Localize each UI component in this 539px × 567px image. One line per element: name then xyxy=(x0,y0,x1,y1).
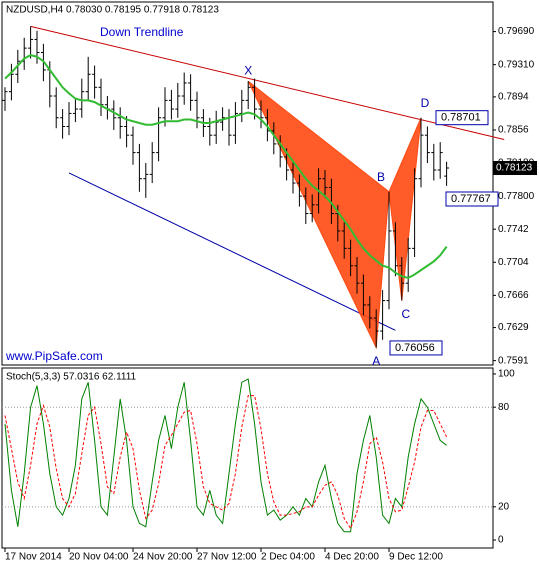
moving-average xyxy=(4,54,448,280)
y-tick-label: 0.7856 xyxy=(498,125,529,136)
price-box xyxy=(445,191,499,207)
trend-annotation: Down Trendline xyxy=(100,25,184,39)
pattern-label: B xyxy=(377,170,385,184)
y-tick-label: 0.79690 xyxy=(498,26,535,37)
x-tick-label: 9 Dec 12:00 xyxy=(389,552,443,563)
x-tick-label: 20 Nov 04:00 xyxy=(69,552,129,563)
pattern-label: A xyxy=(372,354,380,368)
current-price-label: 0.78123 xyxy=(496,163,533,174)
symbol-header: NZDUSD,H4 0.78030 0.78195 0.77918 0.7812… xyxy=(6,5,219,16)
y-tick-label: 0.7591 xyxy=(498,355,529,366)
stoch-tick-label: 100 xyxy=(498,369,515,380)
pattern-label: C xyxy=(401,307,410,321)
y-tick-label: 0.7704 xyxy=(498,257,529,268)
main-panel xyxy=(1,1,494,366)
stoch-line xyxy=(4,395,448,530)
x-tick-label: 4 Dec 20:00 xyxy=(325,552,379,563)
y-tick-label: 0.7629 xyxy=(498,322,529,333)
price-box-label: 0.78701 xyxy=(441,112,481,124)
price-box-label: 0.76056 xyxy=(395,342,435,354)
pattern-label: D xyxy=(421,96,430,110)
stoch-tick-label: 80 xyxy=(498,402,510,413)
trendline xyxy=(30,25,505,141)
y-tick-label: 0.79310 xyxy=(498,59,535,70)
stoch-panel xyxy=(1,367,494,549)
stoch-title: Stoch(5,3,3) 57.0316 62.1111 xyxy=(6,372,137,383)
price-box-label: 0.77767 xyxy=(451,193,491,205)
watermark: www.PipSafe.com xyxy=(5,349,103,363)
trendline xyxy=(68,172,396,331)
price-box xyxy=(435,110,489,126)
stoch-line xyxy=(4,378,447,533)
current-price-tag xyxy=(493,161,537,176)
stoch-tick-label: 0 xyxy=(498,535,504,546)
price-box xyxy=(389,340,443,356)
stoch-tick-label: 20 xyxy=(498,501,510,512)
y-tick-label: 0.7666 xyxy=(498,290,529,301)
x-tick-label: 2 Dec 04:00 xyxy=(261,552,315,563)
x-tick-label: 27 Nov 12:00 xyxy=(197,552,257,563)
y-tick-label: 0.77800 xyxy=(498,191,535,202)
y-tick-label: 0.7894 xyxy=(498,92,529,103)
x-tick-label: 17 Nov 2014 xyxy=(5,552,62,563)
y-tick-label: 0.7742 xyxy=(498,224,529,235)
pattern-label: X xyxy=(244,63,252,77)
x-tick-label: 24 Nov 20:00 xyxy=(133,552,193,563)
